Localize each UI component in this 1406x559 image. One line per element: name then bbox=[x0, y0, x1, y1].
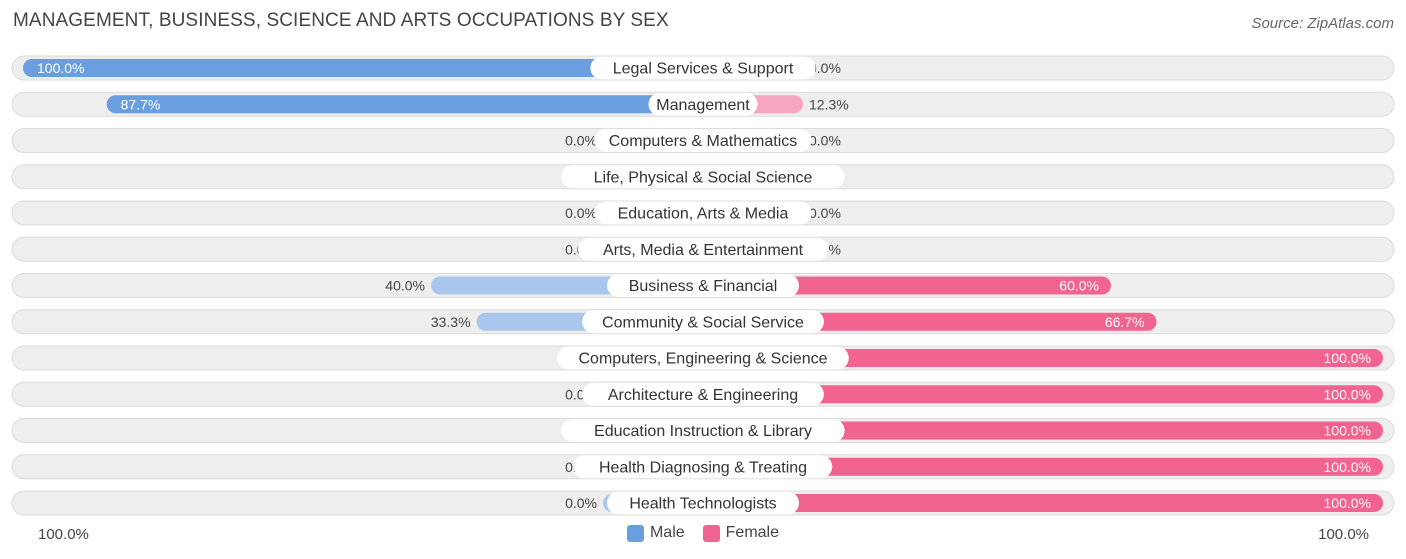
female-value-label: 0.0% bbox=[809, 60, 841, 76]
female-value-label: 100.0% bbox=[1324, 350, 1371, 366]
category-label: Education, Arts & Media bbox=[618, 206, 789, 223]
category-label: Health Technologists bbox=[629, 496, 776, 513]
legend: Male Female bbox=[0, 524, 1406, 542]
category-label-pill bbox=[582, 310, 824, 334]
legend-label-male: Male bbox=[649, 524, 685, 541]
female-bar bbox=[703, 457, 1383, 476]
female-bar bbox=[703, 385, 1383, 404]
male-value-label: 33.3% bbox=[431, 314, 471, 330]
source-label: Source: ZipAtlas.com bbox=[1251, 15, 1394, 32]
category-label-pill bbox=[557, 346, 849, 370]
female-bar bbox=[703, 421, 1383, 440]
category-label: Legal Services & Support bbox=[613, 61, 794, 78]
category-label: Life, Physical & Social Science bbox=[594, 169, 813, 186]
male-value-label: 0.0% bbox=[565, 133, 597, 149]
category-label-pill bbox=[594, 129, 812, 152]
chart-title: MANAGEMENT, BUSINESS, SCIENCE AND ARTS O… bbox=[13, 10, 669, 31]
category-label-pill bbox=[607, 491, 799, 515]
female-bar bbox=[703, 276, 1111, 295]
category-label: Arts, Media & Entertainment bbox=[603, 242, 804, 259]
category-label-pill bbox=[561, 419, 845, 442]
male-value-label: 100.0% bbox=[37, 60, 84, 76]
male-value-label: 0.0% bbox=[565, 495, 597, 511]
male-bar bbox=[23, 59, 703, 77]
female-value-label: 66.7% bbox=[1105, 314, 1145, 330]
category-label: Health Diagnosing & Treating bbox=[599, 459, 807, 476]
legend-item-male[interactable]: Male bbox=[626, 524, 685, 542]
axis-left-label: 100.0% bbox=[38, 526, 89, 543]
female-value-label: 100.0% bbox=[1324, 386, 1371, 402]
category-label-pill bbox=[582, 382, 824, 406]
female-value-label: 0.0% bbox=[809, 205, 841, 221]
legend-swatch-female bbox=[702, 524, 720, 542]
diverging-bar-chart: 100.0% 0.0% Legal Services & Support 87.7% 1… bbox=[11, 55, 1395, 516]
category-label: Computers, Engineering & Science bbox=[578, 351, 827, 368]
legend-item-female[interactable]: Female bbox=[702, 524, 780, 542]
category-label-pill bbox=[648, 92, 758, 116]
category-label: Business & Financial bbox=[629, 278, 778, 295]
legend-swatch-male bbox=[626, 524, 644, 542]
female-value-label: 60.0% bbox=[1059, 278, 1099, 294]
female-value-label: 100.0% bbox=[1324, 495, 1371, 511]
male-value-label: 0.0% bbox=[565, 205, 597, 221]
category-label: Computers & Mathematics bbox=[609, 133, 798, 150]
female-value-label: 100.0% bbox=[1324, 459, 1371, 475]
category-label-pill bbox=[573, 455, 833, 479]
female-value-label: 100.0% bbox=[1324, 423, 1371, 439]
category-label-pill bbox=[594, 201, 812, 225]
category-label: Education Instruction & Library bbox=[594, 423, 812, 440]
legend-label-female: Female bbox=[725, 524, 780, 541]
category-label: Architecture & Engineering bbox=[608, 387, 798, 404]
category-label: Management bbox=[656, 97, 750, 114]
category-label-pill bbox=[607, 274, 799, 297]
male-bar bbox=[106, 95, 703, 114]
female-value-label: 12.3% bbox=[809, 96, 849, 112]
female-bar bbox=[703, 494, 1383, 512]
category-label-pill bbox=[590, 56, 816, 80]
category-label-pill bbox=[577, 237, 829, 261]
female-bar bbox=[703, 349, 1383, 367]
axis-right-label: 100.0% bbox=[1318, 526, 1369, 543]
male-value-label: 40.0% bbox=[385, 278, 425, 294]
male-value-label: 87.7% bbox=[121, 96, 161, 112]
female-value-label: 0.0% bbox=[809, 133, 841, 149]
category-label-pill bbox=[561, 165, 845, 189]
category-label: Community & Social Service bbox=[602, 314, 804, 331]
